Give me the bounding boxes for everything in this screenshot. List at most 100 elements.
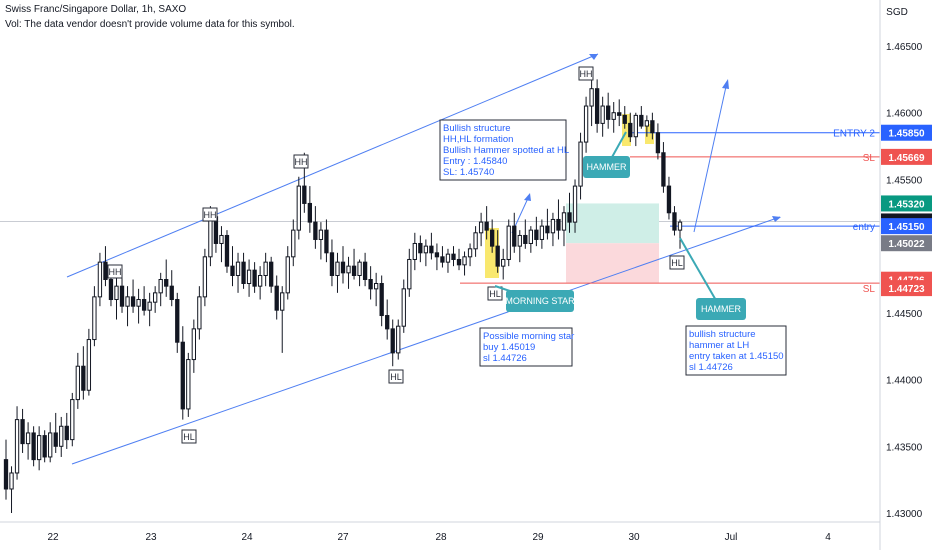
candle xyxy=(346,256,351,289)
candle-body xyxy=(318,229,324,240)
price-tag-value: 1.45022 xyxy=(888,239,925,250)
candle xyxy=(512,212,517,253)
candle xyxy=(335,252,340,293)
swing-label-box xyxy=(202,207,218,222)
swing-label-hl3: HL xyxy=(487,286,503,301)
candle xyxy=(462,251,467,276)
candle xyxy=(285,246,290,300)
candle-body xyxy=(202,256,208,298)
candle xyxy=(130,279,136,313)
note-line: buy 1.45019 xyxy=(483,342,535,353)
candle xyxy=(434,243,440,271)
swing-label-box xyxy=(181,429,197,444)
candle-body xyxy=(263,261,268,276)
candle-body xyxy=(25,432,31,445)
price-tag: 1.45669 SL xyxy=(863,148,932,165)
swing-label-text: HH xyxy=(580,69,593,79)
candle xyxy=(246,259,252,297)
candle-body xyxy=(235,261,241,276)
candle xyxy=(578,132,583,200)
candle xyxy=(517,230,522,263)
swing-label-hl2: HL xyxy=(388,369,404,384)
candle-body xyxy=(313,221,318,240)
swing-label-hh1: HH xyxy=(107,264,123,279)
swing-label-text: HH xyxy=(295,157,308,167)
y-tick-label: 1.43000 xyxy=(886,509,923,520)
candle xyxy=(114,275,119,320)
swing-label-text: HL xyxy=(489,289,501,299)
price-tag-box xyxy=(881,148,932,165)
candle xyxy=(241,252,246,289)
price-tag: 1.45850 ENTRY 2 xyxy=(833,124,932,141)
callout-text: MORNING STAR xyxy=(505,296,575,306)
candle xyxy=(451,246,456,267)
candle xyxy=(197,286,202,340)
candle xyxy=(501,248,506,280)
candle-body xyxy=(114,285,119,301)
candle xyxy=(373,272,379,307)
candle xyxy=(180,326,185,420)
candle xyxy=(20,408,25,453)
candle-body xyxy=(147,301,152,311)
candle-body xyxy=(606,105,611,120)
swing-label-hl1: HL xyxy=(181,429,197,444)
x-tick-label: Jul xyxy=(725,532,738,543)
candle xyxy=(92,286,97,347)
y-tick-label: 1.44000 xyxy=(886,376,923,387)
candle-body xyxy=(534,229,539,240)
candle-body xyxy=(70,399,75,441)
arrow-head-icon xyxy=(722,79,729,89)
candle-body xyxy=(396,325,401,354)
candle-body xyxy=(556,218,561,231)
candle xyxy=(561,206,567,247)
candle xyxy=(169,270,174,307)
candle xyxy=(291,219,296,267)
candle-body xyxy=(125,296,130,307)
callout-bubble xyxy=(506,290,574,312)
candle xyxy=(628,112,633,143)
price-tag-box xyxy=(881,235,932,252)
candle-body xyxy=(36,435,42,461)
candle xyxy=(445,248,451,273)
candle-body xyxy=(385,315,390,330)
candle xyxy=(340,246,346,284)
candle-body xyxy=(42,435,47,458)
candle-body xyxy=(429,245,434,254)
price-tag-value: 1.45150 xyxy=(888,222,925,233)
candle-body xyxy=(103,261,108,281)
price-line-label: entry xyxy=(853,222,875,233)
candle-body xyxy=(423,245,429,254)
candle xyxy=(567,192,572,233)
candle xyxy=(75,352,80,409)
candle-body xyxy=(53,432,58,447)
callout-text: HAMMER xyxy=(701,304,741,314)
y-tick-label: 1.45500 xyxy=(886,175,923,186)
price-tag-value: 1.45320 xyxy=(888,199,925,210)
candle-body xyxy=(677,221,683,231)
note-line: bullish structure xyxy=(689,329,756,340)
candle-body xyxy=(119,285,125,307)
volume-note: Vol: The data vendor doesn't provide vol… xyxy=(5,19,295,30)
candle-body xyxy=(14,419,20,474)
arrow-head-icon xyxy=(772,216,781,222)
candle xyxy=(418,235,423,263)
candle xyxy=(269,256,274,293)
candle xyxy=(53,412,58,453)
note-line: sl 1.44726 xyxy=(689,362,733,373)
candle xyxy=(539,219,545,249)
candle xyxy=(594,79,600,133)
candle-body xyxy=(451,253,456,260)
swing-label-text: HL xyxy=(390,372,402,382)
candle-body xyxy=(269,261,274,287)
candle xyxy=(600,96,605,137)
y-tick-label: 1.43500 xyxy=(886,442,923,453)
candle xyxy=(313,206,318,249)
price-line-label: SL xyxy=(863,153,876,164)
candle xyxy=(280,286,285,353)
candle-body xyxy=(407,258,412,290)
candle xyxy=(644,115,650,137)
candle xyxy=(175,292,180,353)
candle-body xyxy=(550,218,556,234)
candle xyxy=(550,212,556,247)
